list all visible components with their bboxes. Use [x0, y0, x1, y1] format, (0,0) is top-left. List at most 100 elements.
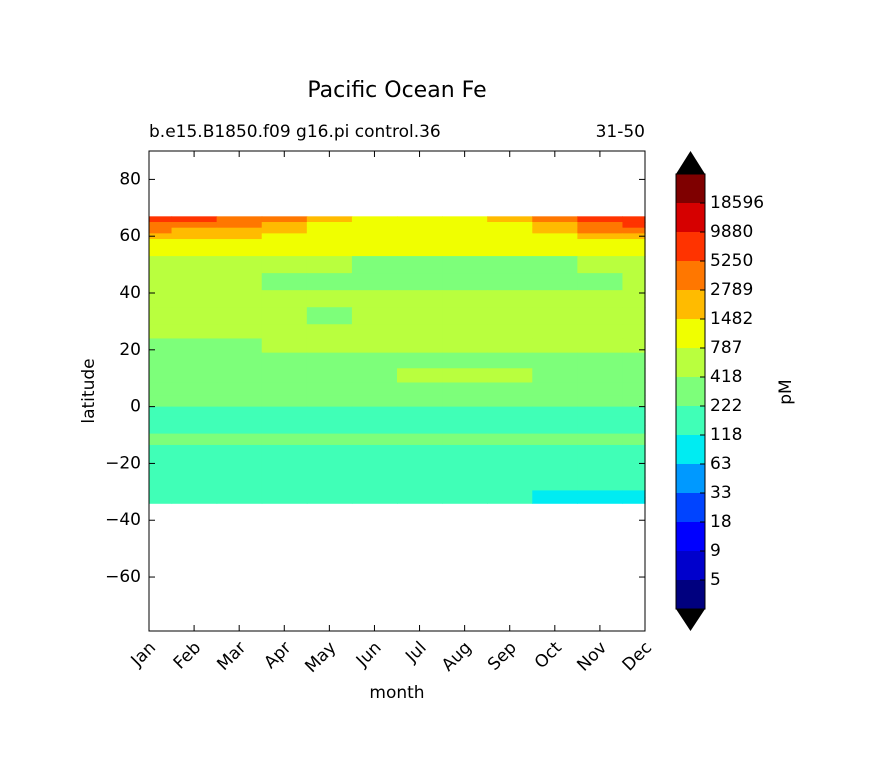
contour-cell	[577, 477, 624, 492]
contour-cell	[261, 395, 308, 408]
contour-cell	[397, 233, 443, 240]
contour-cell	[306, 273, 353, 291]
contour-cell	[351, 244, 398, 257]
contour-cell	[487, 273, 533, 291]
contour-cell	[442, 273, 488, 291]
contour-cell	[487, 338, 533, 354]
contour-cell	[149, 307, 173, 325]
contour-cell	[622, 324, 646, 340]
x-axis-label: month	[369, 683, 424, 703]
contour-cell	[442, 244, 488, 257]
contour-cell	[149, 216, 173, 223]
contour-cell	[171, 324, 218, 340]
contour-cell	[577, 382, 624, 396]
contour-cell	[261, 352, 308, 369]
contour-cell	[487, 222, 533, 229]
contour-cell	[487, 368, 533, 384]
contour-cell	[487, 216, 533, 223]
contour-cell	[171, 497, 218, 504]
contour-cell	[261, 497, 308, 504]
contour-cell	[306, 395, 353, 408]
contour-cell	[171, 290, 218, 308]
contour-cell	[532, 352, 578, 369]
contour-cell	[171, 256, 218, 274]
contour-cell	[622, 290, 646, 308]
contour-cell	[397, 307, 443, 325]
x-tick-label: Mar	[213, 638, 250, 675]
contour-cell	[216, 222, 263, 229]
contour-cell	[487, 406, 533, 418]
contour-cell	[487, 227, 533, 234]
contour-cell	[622, 477, 646, 492]
contour-cell	[149, 273, 173, 291]
contour-cell	[397, 477, 443, 492]
contour-cell	[532, 425, 578, 435]
contour-cell	[171, 216, 218, 223]
colorbar-tick-label: 118	[710, 425, 742, 445]
contour-cell	[216, 425, 263, 435]
contour-cell	[306, 352, 353, 369]
contour-cell	[577, 239, 624, 246]
contour-cell	[577, 352, 624, 369]
contour-cell	[171, 239, 218, 246]
x-tick-label: Feb	[170, 638, 205, 673]
contour-cell	[487, 324, 533, 340]
contour-cell	[216, 216, 263, 223]
contour-cell	[351, 222, 398, 229]
contour-cell	[397, 460, 443, 479]
contour-cell	[397, 239, 443, 246]
contour-cell	[261, 273, 308, 291]
contour-cell	[149, 490, 173, 499]
contour-cell	[487, 444, 533, 462]
colorbar-tick-label: 1482	[710, 309, 753, 329]
contour-cell	[171, 273, 218, 291]
contour-cell	[622, 273, 646, 291]
contour-cell	[216, 227, 263, 234]
contour-cell	[171, 244, 218, 257]
contour-cell	[442, 444, 488, 462]
contour-cell	[171, 227, 218, 234]
contour-cell	[216, 490, 263, 499]
contour-cell	[577, 338, 624, 354]
contour-cell	[261, 244, 308, 257]
contour-cell	[397, 433, 443, 446]
colorbar-band	[676, 522, 705, 551]
contour-cell	[171, 477, 218, 492]
colorbar-band	[676, 464, 705, 493]
contour-cell	[577, 273, 624, 291]
contour-cell	[397, 416, 443, 426]
contour-cell	[216, 352, 263, 369]
contour-cell	[171, 433, 218, 446]
contour-cell	[397, 222, 443, 229]
colorbar-band	[676, 348, 705, 377]
contour-cell	[442, 395, 488, 408]
contour-cell	[351, 216, 398, 223]
contour-cell	[261, 233, 308, 240]
colorbar-tick-label: 9	[710, 541, 721, 561]
contour-cell	[171, 307, 218, 325]
colorbar-band	[676, 435, 705, 464]
contour-cell	[532, 338, 578, 354]
x-tick-label: Jan	[127, 638, 160, 671]
contour-cell	[171, 460, 218, 479]
contour-cell	[306, 497, 353, 504]
contour-cell	[532, 324, 578, 340]
contour-cell	[442, 338, 488, 354]
colorbar-band	[676, 493, 705, 522]
contour-cell	[532, 382, 578, 396]
contour-cell	[216, 433, 263, 446]
contour-cell	[216, 406, 263, 418]
contour-cell	[532, 395, 578, 408]
contour-cell	[487, 433, 533, 446]
contour-cell	[532, 239, 578, 246]
contour-cell	[397, 324, 443, 340]
contour-cell	[306, 233, 353, 240]
colorbar-band	[676, 551, 705, 580]
contour-cell	[171, 222, 218, 229]
contour-cell	[532, 222, 578, 229]
colorbar-band	[676, 406, 705, 435]
contour-cell	[442, 433, 488, 446]
contour-cell	[442, 425, 488, 435]
contour-cell	[216, 239, 263, 246]
contour-cell	[171, 406, 218, 418]
